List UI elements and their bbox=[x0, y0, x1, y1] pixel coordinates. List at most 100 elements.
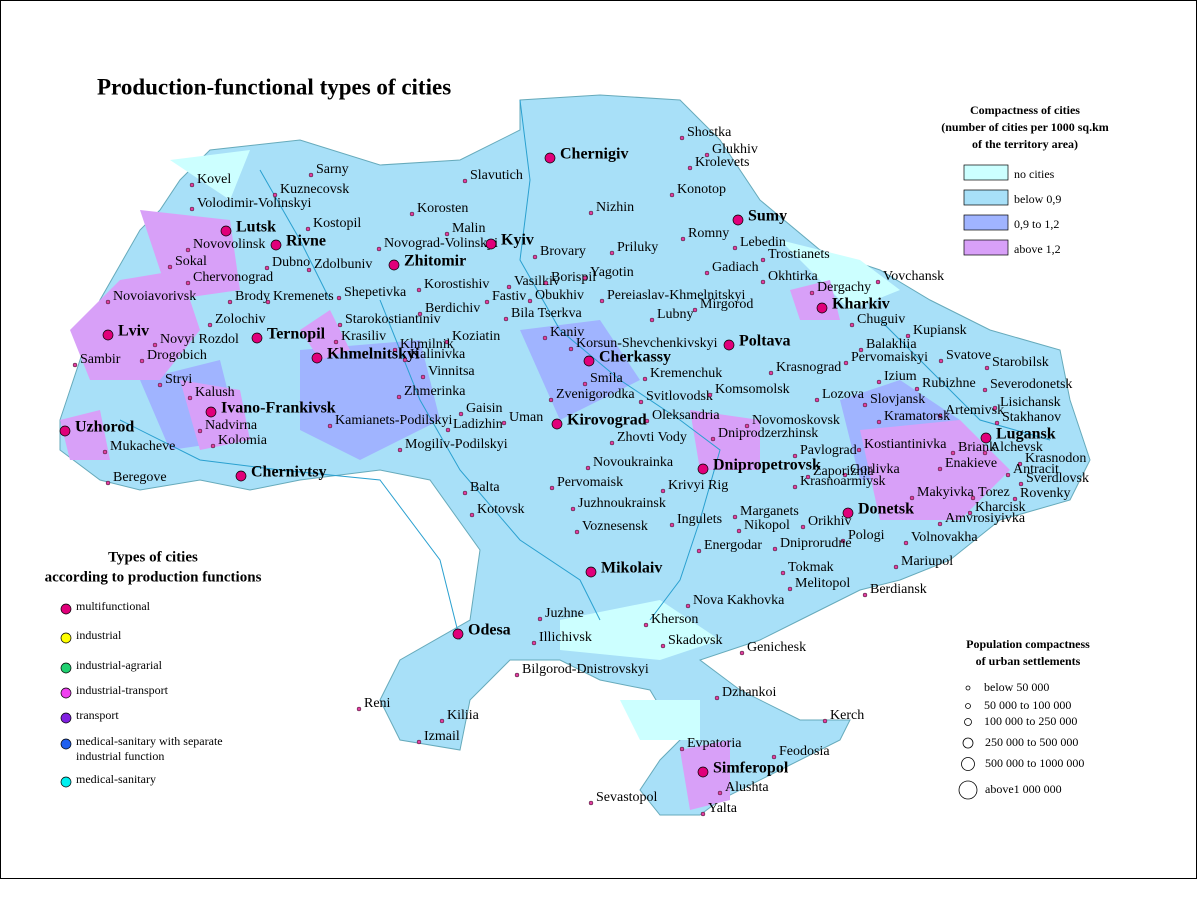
city-dot bbox=[227, 299, 233, 305]
city-dot bbox=[644, 418, 650, 424]
city-dot bbox=[982, 387, 988, 393]
city-label: Cherkassy bbox=[599, 349, 671, 366]
city-label: Zvenigorodka bbox=[556, 387, 635, 402]
city-label: Skadovsk bbox=[668, 633, 722, 648]
city-dot bbox=[402, 357, 408, 363]
city-label: Glukhiv bbox=[712, 142, 758, 157]
legends: Compactness of cities (number of cities p… bbox=[45, 103, 1109, 800]
city-dot bbox=[992, 405, 998, 411]
legend-title: Compactness of cities bbox=[970, 103, 1080, 117]
city-label: Odesa bbox=[468, 622, 511, 639]
city-label: Illichivsk bbox=[539, 630, 592, 645]
legend-swatch bbox=[963, 214, 1009, 231]
city-label: Brody bbox=[235, 289, 270, 304]
city-label: Zhovti Vody bbox=[617, 430, 687, 445]
city-dot bbox=[376, 246, 382, 252]
city-label: Novoiavorivsk bbox=[113, 289, 196, 304]
city-label: Drogobich bbox=[147, 348, 207, 363]
city-dot bbox=[102, 449, 108, 455]
city-dot bbox=[736, 528, 742, 534]
city-dot bbox=[588, 800, 594, 806]
city-label: Chuguiv bbox=[857, 312, 905, 327]
city-label: Izium bbox=[884, 369, 917, 384]
city-dot bbox=[1018, 481, 1024, 487]
city-label: Lozova bbox=[822, 387, 865, 402]
city-label: Pavlograd bbox=[800, 443, 857, 458]
city-label: Rovenky bbox=[1020, 486, 1071, 501]
city-dot bbox=[157, 382, 163, 388]
city-label: Shostka bbox=[687, 125, 732, 140]
city-label: Krolevets bbox=[695, 155, 749, 170]
city-label: Trostianets bbox=[768, 247, 830, 262]
city-dot bbox=[862, 592, 868, 598]
city-dot bbox=[909, 495, 915, 501]
city-dot bbox=[59, 425, 71, 437]
city-dot bbox=[787, 586, 793, 592]
city-dot bbox=[842, 472, 848, 478]
city-label: Severodonetsk bbox=[990, 377, 1072, 392]
city-dot bbox=[893, 564, 899, 570]
city-label: Antracit bbox=[1013, 462, 1059, 477]
city-label: Yagotin bbox=[590, 265, 634, 280]
legend-symbol bbox=[60, 662, 72, 674]
city-label: Juzhnoukrainsk bbox=[578, 496, 666, 511]
city-dot bbox=[967, 510, 973, 516]
city-label: Korostishiv bbox=[424, 277, 489, 292]
city-label: Zhitomir bbox=[404, 253, 466, 270]
city-dot bbox=[937, 413, 943, 419]
city-label: Uzhorod bbox=[75, 419, 134, 436]
city-dot bbox=[679, 746, 685, 752]
city-dot bbox=[856, 447, 862, 453]
city-dot bbox=[102, 329, 114, 341]
city-dot bbox=[469, 512, 475, 518]
city-dot bbox=[582, 381, 588, 387]
legend-symbol bbox=[60, 738, 72, 750]
city-dot bbox=[814, 397, 820, 403]
city-dot bbox=[842, 507, 854, 519]
city-dot bbox=[704, 152, 710, 158]
city-dot bbox=[139, 358, 145, 364]
city-dot bbox=[484, 299, 490, 305]
legend-title: Types of cities bbox=[108, 549, 198, 565]
city-dot bbox=[780, 570, 786, 576]
city-label: Nikopol bbox=[744, 518, 790, 533]
city-label: Donetsk bbox=[858, 501, 914, 518]
city-dot bbox=[714, 695, 720, 701]
legend-label: above1 000 000 bbox=[985, 782, 1062, 796]
city-label: Dubno bbox=[272, 255, 310, 270]
city-label: Novograd-Volinskyi bbox=[384, 236, 498, 251]
city-dot bbox=[938, 358, 944, 364]
city-dot bbox=[950, 450, 956, 456]
city-dot bbox=[809, 290, 815, 296]
city-dot bbox=[462, 178, 468, 184]
city-label: Balta bbox=[470, 480, 500, 495]
city-label: Khmelnitskyi bbox=[327, 346, 420, 363]
city-label: Berdiansk bbox=[870, 582, 927, 597]
city-dot bbox=[272, 192, 278, 198]
city-label: Balakliia bbox=[866, 337, 917, 352]
city-dot bbox=[704, 270, 710, 276]
city-dot bbox=[397, 447, 403, 453]
city-label: Energodar bbox=[704, 538, 762, 553]
city-label: Feodosia bbox=[779, 744, 830, 759]
city-label: Nadvirna bbox=[205, 418, 258, 433]
legend-swatch bbox=[963, 239, 1009, 256]
city-label: Kostiantinivka bbox=[864, 437, 947, 452]
city-label: Kaniv bbox=[550, 325, 584, 340]
city-dot bbox=[599, 298, 605, 304]
city-label: Zdolbuniv bbox=[314, 257, 372, 272]
city-label: Smila bbox=[590, 371, 623, 386]
city-dot bbox=[570, 506, 576, 512]
city-label: Vinnitsa bbox=[428, 364, 475, 379]
city-dot bbox=[937, 521, 943, 527]
city-label: Berdichiv bbox=[425, 301, 480, 316]
city-dot bbox=[760, 257, 766, 263]
city-dot bbox=[416, 287, 422, 293]
city-label: Reni bbox=[364, 696, 391, 711]
city-label: Krasnograd bbox=[776, 360, 841, 375]
city-label: Genichesk bbox=[747, 640, 806, 655]
city-dot bbox=[308, 172, 314, 178]
city-label: Lubny bbox=[657, 307, 694, 322]
legend-swatch bbox=[963, 164, 1009, 181]
